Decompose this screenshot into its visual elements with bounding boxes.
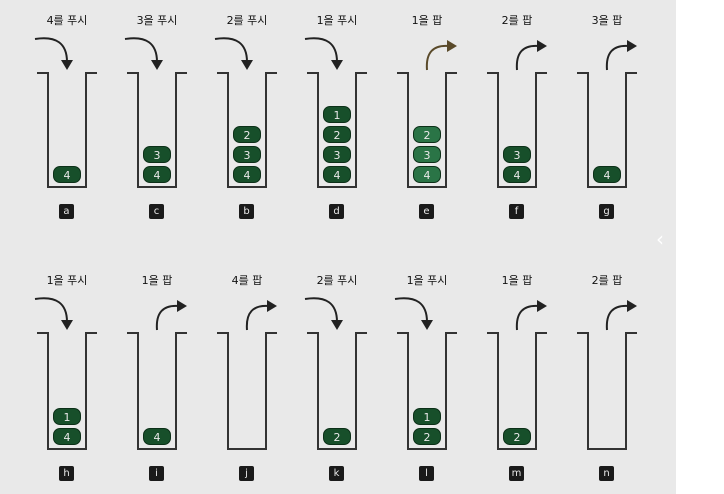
curved-arrow-down-icon	[124, 37, 163, 70]
panel-tag: i	[149, 466, 164, 481]
stack-item: 4	[143, 166, 171, 183]
stack-container	[577, 332, 637, 450]
operation-label: 1을 푸시	[316, 14, 358, 27]
curved-arrow-right-icon	[245, 300, 277, 331]
stack-container: 4	[127, 332, 187, 450]
panel-tag: g	[599, 204, 614, 219]
stack-item: 4	[233, 166, 261, 183]
panel-tag: b	[239, 204, 254, 219]
stack-item: 3	[143, 146, 171, 163]
panel-tag: j	[239, 466, 254, 481]
operation-label: 1을 팝	[411, 14, 443, 27]
stack-item: 3	[413, 146, 441, 163]
stack-item: 1	[323, 106, 351, 123]
stack-panel-l: 1을 푸시 1 2 l	[387, 272, 467, 492]
operation-label: 1을 푸시	[46, 274, 88, 287]
stack-item: 2	[503, 428, 531, 445]
stack-item: 4	[53, 428, 81, 445]
stack-panel-j: 4를 팝 j	[207, 272, 287, 492]
stack-container: 4	[37, 72, 97, 188]
stack-panel-a: 4를 푸시 4 a	[27, 12, 107, 232]
panel-tag: h	[59, 466, 74, 481]
curved-arrow-down-icon	[394, 297, 433, 330]
stack-item: 4	[323, 166, 351, 183]
stack-container: 4	[577, 72, 637, 188]
panel-tag: c	[149, 204, 164, 219]
curved-arrow-right-icon	[605, 40, 637, 71]
chevron-left-icon[interactable]: ‹	[656, 227, 664, 251]
operation-label: 2를 푸시	[226, 14, 268, 27]
stack-item: 2	[233, 126, 261, 143]
stack-item: 2	[413, 126, 441, 143]
panel-tag: e	[419, 204, 434, 219]
stack-panel-g: 3을 팝 4 g	[567, 12, 647, 232]
stack-panel-d: 1을 푸시 1 2 3 4 d	[297, 12, 377, 232]
panel-tag: n	[599, 466, 614, 481]
stack-item: 3	[323, 146, 351, 163]
curved-arrow-down-icon	[214, 37, 253, 70]
stack-item: 4	[413, 166, 441, 183]
stack-panel-m: 1을 팝 2 m	[477, 272, 557, 492]
stack-panel-b: 2를 푸시 2 3 4 b	[207, 12, 287, 232]
operation-label: 1을 팝	[501, 274, 533, 287]
curved-arrow-right-icon	[515, 300, 547, 331]
curved-arrow-down-icon	[34, 37, 73, 70]
panel-tag: d	[329, 204, 344, 219]
panel-tag: a	[59, 204, 74, 219]
curved-arrow-right-icon	[515, 40, 547, 71]
stack-item: 1	[53, 408, 81, 425]
stack-container: 2 3 4	[217, 72, 277, 188]
stack-item: 3	[233, 146, 261, 163]
panel-tag: l	[419, 466, 434, 481]
stack-item: 1	[413, 408, 441, 425]
stack-item: 4	[53, 166, 81, 183]
operation-label: 2를 푸시	[316, 274, 358, 287]
stack-panel-k: 2를 푸시 2 k	[297, 272, 377, 492]
stack-container: 2 3 4	[397, 72, 457, 188]
curved-arrow-right-icon	[605, 300, 637, 331]
curved-arrow-down-icon	[304, 37, 343, 70]
stack-item: 2	[413, 428, 441, 445]
stack-container: 2	[307, 332, 367, 450]
curved-arrow-down-icon	[34, 297, 73, 330]
stack-item: 4	[593, 166, 621, 183]
stack-item: 4	[503, 166, 531, 183]
operation-label: 3을 푸시	[136, 14, 178, 27]
operation-label: 1을 팝	[141, 274, 173, 287]
curved-arrow-right-icon	[425, 40, 457, 71]
stack-item: 4	[143, 428, 171, 445]
operation-label: 2를 팝	[591, 274, 623, 287]
panel-tag: f	[509, 204, 524, 219]
stack-panel-n: 2를 팝 n	[567, 272, 647, 492]
stack-container: 1 2 3 4	[307, 72, 367, 188]
stack-item: 2	[323, 126, 351, 143]
stack-panel-e: 1을 팝 2 3 4 e	[387, 12, 467, 232]
panel-tag: m	[509, 466, 524, 481]
curved-arrow-down-icon	[304, 297, 343, 330]
stack-container	[217, 332, 277, 450]
stack-item: 2	[323, 428, 351, 445]
operation-label: 2를 팝	[501, 14, 533, 27]
operation-label: 4를 팝	[231, 274, 263, 287]
stack-panel-c: 3을 푸시 3 4 c	[117, 12, 197, 232]
operation-label: 1을 푸시	[406, 274, 448, 287]
curved-arrow-right-icon	[155, 300, 187, 331]
stack-item: 3	[503, 146, 531, 163]
stack-container: 2	[487, 332, 547, 450]
operation-label: 4를 푸시	[46, 14, 88, 27]
stack-panel-h: 1을 푸시 1 4 h	[27, 272, 107, 492]
panel-tag: k	[329, 466, 344, 481]
stack-panel-i: 1을 팝 4 i	[117, 272, 197, 492]
operation-label: 3을 팝	[591, 14, 623, 27]
